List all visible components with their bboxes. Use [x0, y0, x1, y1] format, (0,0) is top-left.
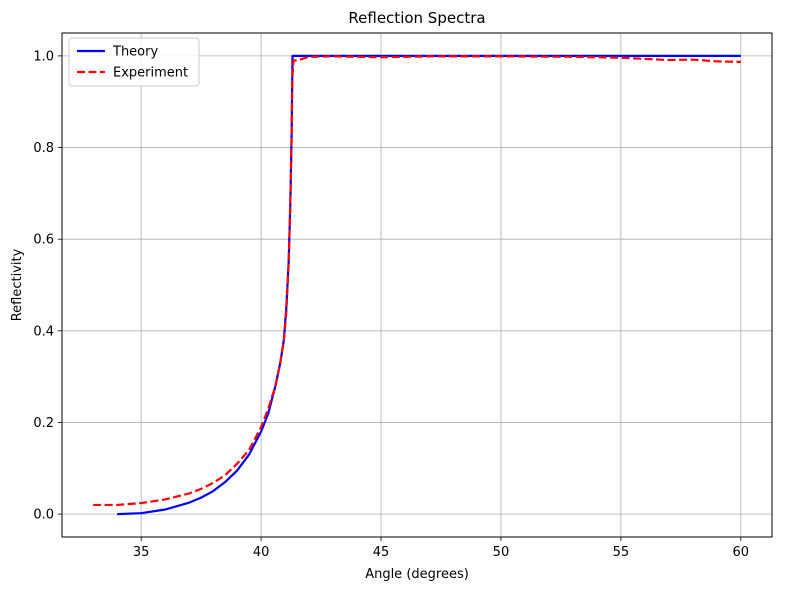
legend: Theory Experiment — [68, 37, 200, 87]
y-tick-label: 0.8 — [33, 141, 54, 156]
plot-area — [93, 54, 741, 516]
series-line-experiment — [93, 55, 741, 507]
x-tick-label: 50 — [493, 545, 510, 560]
y-tick-label: 0.0 — [33, 508, 54, 523]
x-tick-label: 60 — [733, 545, 750, 560]
x-tick-label: 35 — [133, 545, 150, 560]
y-tick-label: 0.2 — [33, 416, 54, 431]
y-axis: 0.0 0.2 0.4 0.6 0.8 1.0 — [33, 49, 62, 523]
x-axis: 35 40 45 50 55 60 — [133, 537, 749, 560]
y-tick-label: 0.6 — [33, 233, 54, 248]
chart-title: Reflection Spectra — [348, 9, 485, 27]
x-tick-label: 45 — [373, 545, 390, 560]
axes-frame — [61, 32, 773, 538]
x-tick-label: 40 — [253, 545, 270, 560]
y-tick-label: 1.0 — [33, 49, 54, 64]
y-axis-label: Reflectivity — [10, 248, 25, 321]
y-tick-label: 0.4 — [33, 324, 54, 339]
x-tick-label: 55 — [613, 545, 630, 560]
legend-label-experiment: Experiment — [113, 66, 188, 81]
legend-label-theory: Theory — [112, 45, 158, 60]
x-axis-label: Angle (degrees) — [365, 567, 469, 582]
